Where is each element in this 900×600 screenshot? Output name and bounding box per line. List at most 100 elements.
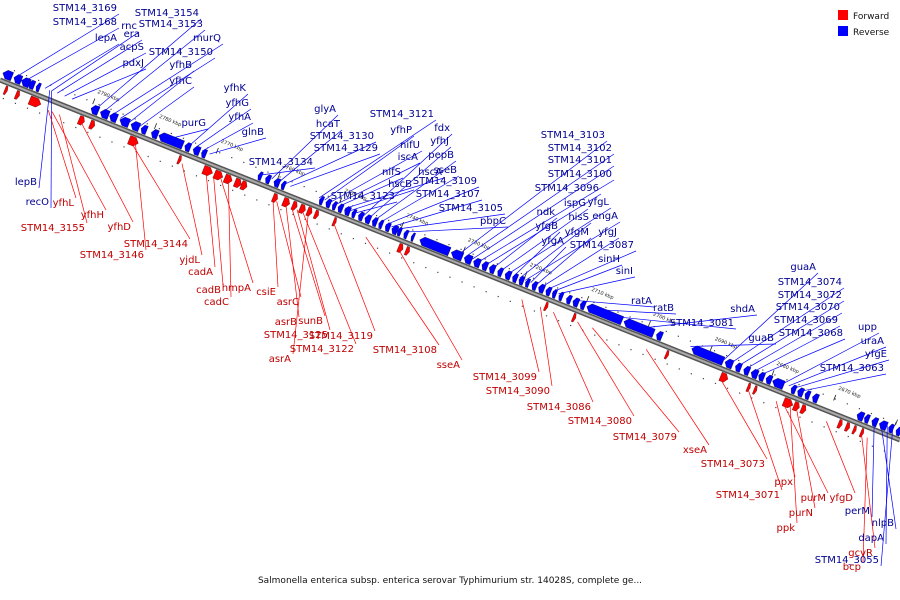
gene-label-glya[interactable]: glyA xyxy=(314,104,336,115)
gene-label-stm14-3069[interactable]: STM14_3069 xyxy=(774,315,838,326)
gene-label-stm14-3129[interactable]: STM14_3129 xyxy=(314,143,378,154)
reverse-gene[interactable] xyxy=(13,74,24,85)
gene-label-hiss[interactable]: hisS xyxy=(568,212,589,223)
gene-label-bcp[interactable]: bcp xyxy=(843,562,861,573)
gene-label-stm14-3102[interactable]: STM14_3102 xyxy=(548,143,612,154)
reverse-gene[interactable] xyxy=(518,275,526,286)
gene-label-era[interactable]: era xyxy=(124,29,140,40)
forward-gene[interactable] xyxy=(201,165,213,176)
gene-label-yfgd[interactable]: yfgD xyxy=(830,493,854,504)
reverse-gene[interactable] xyxy=(130,121,142,132)
forward-gene[interactable] xyxy=(298,203,306,214)
gene-label-stm14-3080[interactable]: STM14_3080 xyxy=(568,416,632,427)
gene-label-stm14-3168[interactable]: STM14_3168 xyxy=(53,17,117,28)
reverse-gene[interactable] xyxy=(512,273,519,284)
gene-label-stm14-3090[interactable]: STM14_3090 xyxy=(486,386,550,397)
reverse-gene[interactable] xyxy=(797,387,805,398)
reverse-gene[interactable] xyxy=(743,365,752,376)
reverse-gene[interactable] xyxy=(378,219,385,230)
gene-label-pdxj[interactable]: pdxJ xyxy=(122,58,144,69)
reverse-gene[interactable] xyxy=(856,411,866,422)
forward-gene[interactable] xyxy=(858,428,865,438)
reverse-gene[interactable] xyxy=(691,345,726,366)
gene-label-stm14-3073[interactable]: STM14_3073 xyxy=(701,459,765,470)
gene-label-isca[interactable]: iscA xyxy=(398,152,418,163)
gene-label-stm14-3146[interactable]: STM14_3146 xyxy=(80,250,144,261)
gene-label-ndk[interactable]: ndk xyxy=(537,207,556,218)
forward-gene[interactable] xyxy=(312,209,319,220)
gene-label-stm14-3101[interactable]: STM14_3101 xyxy=(548,155,612,166)
gene-label-acps[interactable]: acpS xyxy=(120,42,144,53)
forward-gene[interactable] xyxy=(2,85,9,95)
reverse-gene[interactable] xyxy=(895,426,900,437)
forward-gene[interactable] xyxy=(331,217,337,227)
forward-gene[interactable] xyxy=(752,385,758,395)
forward-gene[interactable] xyxy=(239,180,248,191)
reverse-gene[interactable] xyxy=(566,294,573,305)
gene-label-yfhp[interactable]: yfhP xyxy=(390,125,412,136)
gene-label-nlpb[interactable]: nlpB xyxy=(872,518,894,529)
gene-label-stm14-3072[interactable]: STM14_3072 xyxy=(778,290,842,301)
reverse-gene[interactable] xyxy=(100,109,111,120)
gene-label-shda[interactable]: shdA xyxy=(730,304,755,315)
reverse-gene[interactable] xyxy=(538,283,546,294)
gene-label-stm14-3100[interactable]: STM14_3100 xyxy=(548,169,612,180)
forward-gene[interactable] xyxy=(844,422,850,432)
forward-gene[interactable] xyxy=(543,301,549,312)
gene-label-ppx[interactable]: ppx xyxy=(774,477,793,488)
gene-label-guaa[interactable]: guaA xyxy=(790,262,816,273)
reverse-gene[interactable] xyxy=(531,281,539,291)
forward-gene[interactable] xyxy=(792,401,800,412)
gene-label-yfhb[interactable]: yfhB xyxy=(169,60,192,71)
reverse-gene[interactable] xyxy=(397,227,403,237)
gene-label-reco[interactable]: recO xyxy=(26,197,50,208)
gene-label-hscb[interactable]: hscB xyxy=(388,179,412,190)
gene-label-pbpc[interactable]: pbpC xyxy=(480,216,506,227)
gene-label-sseb[interactable]: sseB xyxy=(434,165,458,176)
gene-label-csie[interactable]: csiE xyxy=(256,287,276,298)
gene-label-stm14-3087[interactable]: STM14_3087 xyxy=(570,240,634,251)
reverse-gene[interactable] xyxy=(351,208,358,219)
forward-gene[interactable] xyxy=(305,206,313,217)
gene-label-stm14-3086[interactable]: STM14_3086 xyxy=(527,402,591,413)
forward-gene[interactable] xyxy=(271,192,278,203)
reverse-gene[interactable] xyxy=(35,82,42,93)
reverse-gene[interactable] xyxy=(812,393,820,404)
gene-label-yfhk[interactable]: yfhK xyxy=(224,83,247,94)
gene-label-ispg[interactable]: ispG xyxy=(564,198,586,209)
gene-label-yfgl[interactable]: yfgL xyxy=(588,197,610,208)
gene-label-rnc[interactable]: rnc xyxy=(121,21,137,32)
gene-label-lepb[interactable]: lepB xyxy=(15,177,37,188)
gene-label-yfgb[interactable]: yfgB xyxy=(535,221,558,232)
forward-gene[interactable] xyxy=(663,350,670,360)
gene-label-asrb[interactable]: asrB xyxy=(275,317,297,328)
forward-gene[interactable] xyxy=(212,169,223,181)
forward-gene[interactable] xyxy=(176,155,182,165)
reverse-gene[interactable] xyxy=(724,358,735,370)
gene-label-cadb[interactable]: cadB xyxy=(196,285,221,296)
gene-label-stm14-3150[interactable]: STM14_3150 xyxy=(149,47,213,58)
gene-label-stm14-3169[interactable]: STM14_3169 xyxy=(53,3,117,14)
reverse-gene[interactable] xyxy=(109,112,119,124)
reverse-gene[interactable] xyxy=(2,70,14,82)
gene-label-stm14-3155[interactable]: STM14_3155 xyxy=(21,223,85,234)
forward-gene[interactable] xyxy=(745,382,751,393)
gene-label-cada[interactable]: cadA xyxy=(188,267,213,278)
gene-label-stm14-3109[interactable]: STM14_3109 xyxy=(413,176,477,187)
gene-label-ssea[interactable]: sseA xyxy=(437,360,461,371)
reverse-gene[interactable] xyxy=(257,171,264,181)
gene-label-sinh[interactable]: sinH xyxy=(598,254,620,265)
gene-label-asrc[interactable]: asrC xyxy=(277,297,299,308)
gene-label-pepb[interactable]: pepB xyxy=(428,150,454,161)
forward-gene[interactable] xyxy=(396,243,404,253)
gene-label-yjdl[interactable]: yjdL xyxy=(179,255,200,266)
gene-label-perm[interactable]: perM xyxy=(845,506,870,517)
gene-label-purn[interactable]: purN xyxy=(789,508,813,519)
gene-label-stm14-3055[interactable]: STM14_3055 xyxy=(815,555,879,566)
forward-gene[interactable] xyxy=(27,95,42,108)
reverse-gene[interactable] xyxy=(372,217,379,228)
reverse-gene[interactable] xyxy=(151,129,160,140)
forward-gene[interactable] xyxy=(222,173,233,185)
gene-label-asra[interactable]: asrA xyxy=(269,354,291,365)
gene-label-stm14-3074[interactable]: STM14_3074 xyxy=(778,277,842,288)
